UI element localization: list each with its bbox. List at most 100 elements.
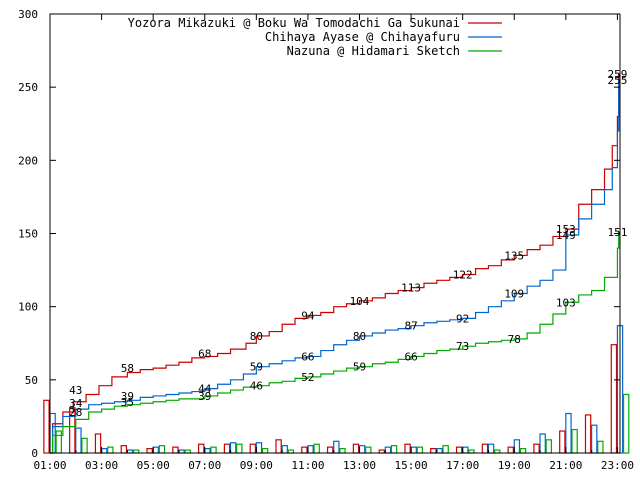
hourly-bar <box>107 446 114 454</box>
hourly-bar <box>307 445 314 454</box>
series-line <box>50 232 620 454</box>
hourly-bar <box>146 448 153 454</box>
hourly-bar <box>81 437 88 454</box>
hourly-bar <box>229 442 237 454</box>
point-label: 35 <box>121 396 134 409</box>
hourly-bar <box>487 443 495 454</box>
hourly-bar <box>539 433 546 454</box>
point-label: 80 <box>353 330 366 343</box>
point-label: 68 <box>198 347 211 360</box>
hourly-bar <box>455 446 463 454</box>
point-label: 153 <box>556 223 576 236</box>
hourly-bar <box>430 448 437 454</box>
hourly-bar <box>152 446 159 454</box>
y-tick-label: 200 <box>18 154 38 167</box>
y-axis: 0 50 100 150 200 250 300 <box>18 8 620 460</box>
point-label: 80 <box>250 330 263 343</box>
x-tick-label: 13:00 <box>343 459 376 472</box>
hourly-bar <box>622 393 630 454</box>
point-labels: 4358688094104113122135153259343944596680… <box>69 68 627 419</box>
y-tick-label: 0 <box>31 447 38 460</box>
hourly-bar <box>275 439 282 454</box>
point-label: 43 <box>69 384 82 397</box>
point-label: 151 <box>607 226 627 239</box>
hourly-bar <box>519 448 527 454</box>
y-tick-label: 250 <box>18 81 38 94</box>
hourly-bar <box>591 424 598 454</box>
series-line <box>50 73 620 454</box>
hourly-bar <box>43 399 50 454</box>
point-label: 92 <box>456 312 469 325</box>
point-label: 44 <box>198 383 212 396</box>
hourly-bar <box>255 442 263 454</box>
point-label: 34 <box>69 397 83 410</box>
point-label: 66 <box>301 350 314 363</box>
point-label: 149 <box>556 229 576 242</box>
hourly-bar <box>313 443 320 454</box>
hourly-bar <box>365 446 372 454</box>
hourly-bar <box>390 445 398 454</box>
hourly-bar <box>384 446 392 454</box>
hourly-bar <box>158 445 166 454</box>
point-label: 259 <box>607 68 627 81</box>
x-tick-label: 07:00 <box>188 459 221 472</box>
hourly-bar <box>204 448 211 454</box>
legend-label: Chihaya Ayase @ Chihayafuru <box>265 30 460 44</box>
y-tick-label: 300 <box>18 8 38 21</box>
hourly-bar <box>352 443 360 454</box>
legend-label: Nazuna @ Hidamari Sketch <box>287 44 460 58</box>
plot-frame <box>49 13 621 454</box>
x-tick-label: 19:00 <box>498 459 531 472</box>
hourly-bar <box>571 428 578 454</box>
cumulative-lines <box>50 73 620 454</box>
hourly-bar <box>358 445 366 454</box>
hourly-bar <box>565 412 572 454</box>
x-tick-label: 15:00 <box>395 459 428 472</box>
hourly-bar <box>281 445 288 454</box>
point-label: 122 <box>453 268 473 281</box>
hourly-bar <box>100 448 108 454</box>
x-tick-label: 21:00 <box>549 459 582 472</box>
hourly-bar <box>172 446 179 454</box>
x-tick-label: 23:00 <box>601 459 634 472</box>
x-tick-label: 05:00 <box>137 459 170 472</box>
hourly-bar <box>513 439 521 454</box>
hourly-bar <box>333 440 340 454</box>
hourly-bar <box>261 448 269 454</box>
point-label: 255 <box>607 74 627 87</box>
point-label: 59 <box>250 361 263 374</box>
hourly-bar <box>436 448 443 454</box>
hourly-bar <box>249 443 257 454</box>
point-label: 135 <box>504 249 524 262</box>
point-label: 104 <box>350 295 370 308</box>
hourly-bar <box>339 448 346 454</box>
hourly-bar <box>55 430 62 454</box>
point-label: 46 <box>250 380 263 393</box>
hourly-bar <box>301 446 308 454</box>
hourly-bar <box>481 443 489 454</box>
point-label: 103 <box>556 296 576 309</box>
hourly-bar <box>326 446 334 454</box>
hourly-bar <box>198 443 205 454</box>
series-line <box>50 79 620 454</box>
hourly-bar <box>584 414 592 454</box>
x-tick-label: 11:00 <box>291 459 324 472</box>
point-label: 39 <box>198 390 211 403</box>
x-tick-label: 01:00 <box>33 459 66 472</box>
hourly-bar <box>94 433 102 454</box>
point-label: 28 <box>69 406 82 419</box>
hourly-bar <box>610 344 618 454</box>
hourly-bar <box>462 446 469 454</box>
point-label: 58 <box>121 362 134 375</box>
y-tick-label: 150 <box>18 228 38 241</box>
point-label: 94 <box>301 309 315 322</box>
hourly-bar <box>210 446 217 454</box>
x-tick-label: 03:00 <box>85 459 118 472</box>
x-axis: 01:00 03:00 05:00 07:00 09:00 11:00 13:00 15:00… <box>33 14 634 472</box>
hourly-bar <box>442 445 449 454</box>
y-tick-label: 100 <box>18 301 38 314</box>
hourly-bar <box>507 446 514 454</box>
point-label: 39 <box>121 390 134 403</box>
point-label: 52 <box>301 371 314 384</box>
legend: Yozora Mikazuki @ Boku Wa Tomodachi Ga S… <box>128 16 502 58</box>
